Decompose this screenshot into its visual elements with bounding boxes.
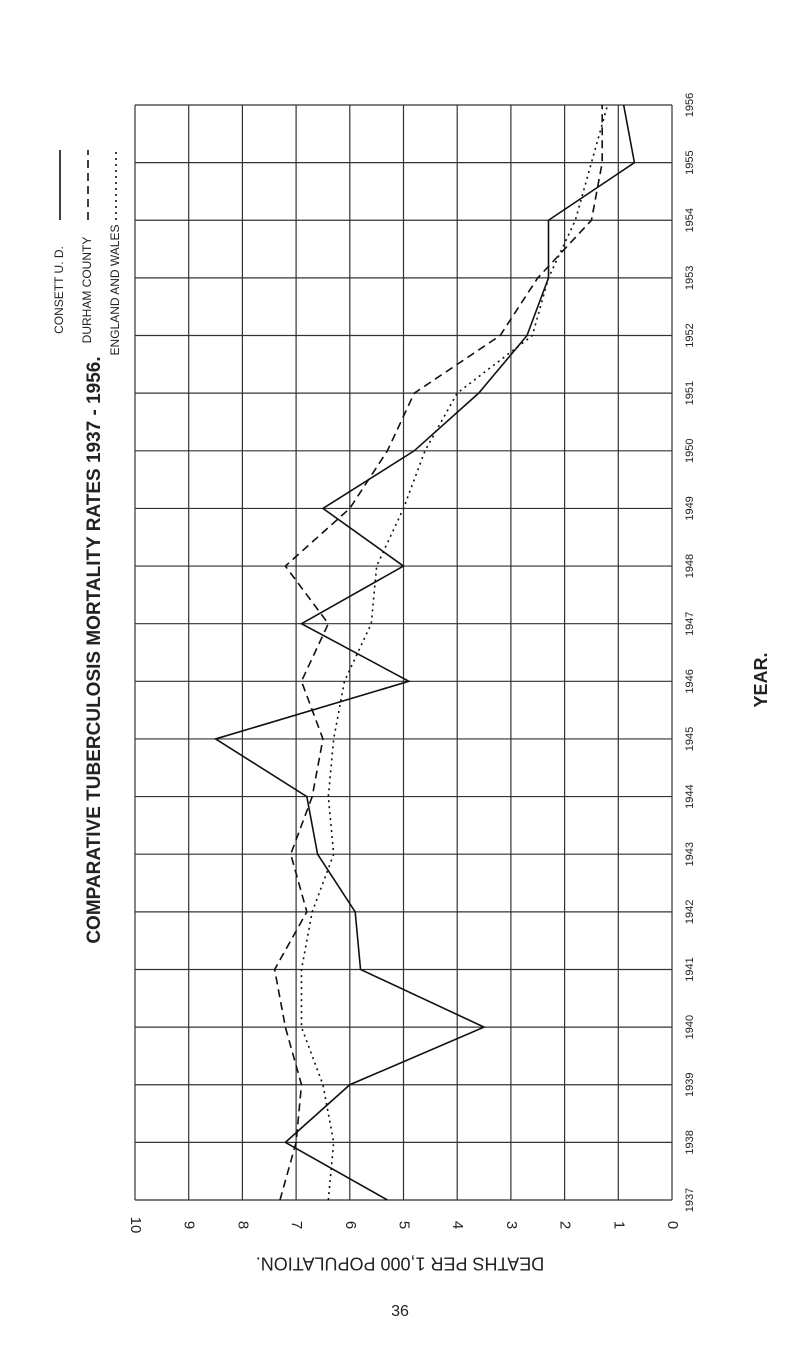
y-tick-label: 8	[234, 1221, 251, 1229]
x-tick-label: 1950	[684, 439, 696, 463]
x-tick-label: 1945	[684, 727, 696, 751]
x-tick-label: 1947	[684, 611, 696, 635]
y-tick-label: 4	[449, 1221, 466, 1229]
y-tick-label: 5	[396, 1221, 413, 1229]
x-tick-label: 1956	[684, 93, 696, 117]
y-tick-label: 0	[664, 1221, 681, 1229]
y-tick-label: 3	[503, 1221, 520, 1229]
legend-label: CONSETT U. D.	[52, 246, 66, 334]
x-tick-label: 1942	[684, 900, 696, 924]
x-tick-label: 1944	[684, 784, 696, 808]
series-line	[273, 105, 603, 1201]
series-line	[300, 104, 609, 1201]
x-tick-label: 1943	[684, 842, 696, 866]
legend-label: ENGLAND AND WALES	[108, 225, 122, 356]
legend-label: DURHAM COUNTY	[80, 237, 94, 344]
chart-title: COMPARATIVE TUBERCULOSIS MORTALITY RATES…	[84, 356, 105, 943]
x-tick-label: 1941	[684, 957, 696, 981]
x-tick-label: 1949	[684, 496, 696, 520]
x-tick-label: 1939	[684, 1072, 696, 1096]
series-line	[213, 104, 636, 1201]
x-tick-label: 1951	[684, 381, 696, 405]
y-tick-label: 7	[288, 1221, 305, 1229]
x-tick-label: 1938	[684, 1130, 696, 1154]
x-axis-label: YEAR.	[751, 652, 771, 707]
y-axis-label: DEATHS PER 1,000 POPULATION.	[256, 1253, 544, 1273]
y-tick-label: 10	[127, 1217, 144, 1234]
x-tick-label: 1937	[684, 1188, 696, 1212]
x-tick-label: 1955	[684, 150, 696, 174]
y-tick-label: 9	[181, 1221, 198, 1229]
x-tick-label: 1946	[684, 669, 696, 693]
x-tick-label: 1940	[684, 1015, 696, 1039]
x-tick-label: 1952	[684, 323, 696, 347]
x-tick-label: 1954	[684, 208, 696, 232]
y-tick-label: 2	[557, 1221, 574, 1229]
x-tick-label: 1953	[684, 266, 696, 290]
page-number: 36	[391, 1303, 409, 1320]
y-tick-label: 6	[342, 1221, 359, 1229]
y-tick-label: 1	[610, 1221, 627, 1229]
x-tick-label: 1948	[684, 554, 696, 578]
